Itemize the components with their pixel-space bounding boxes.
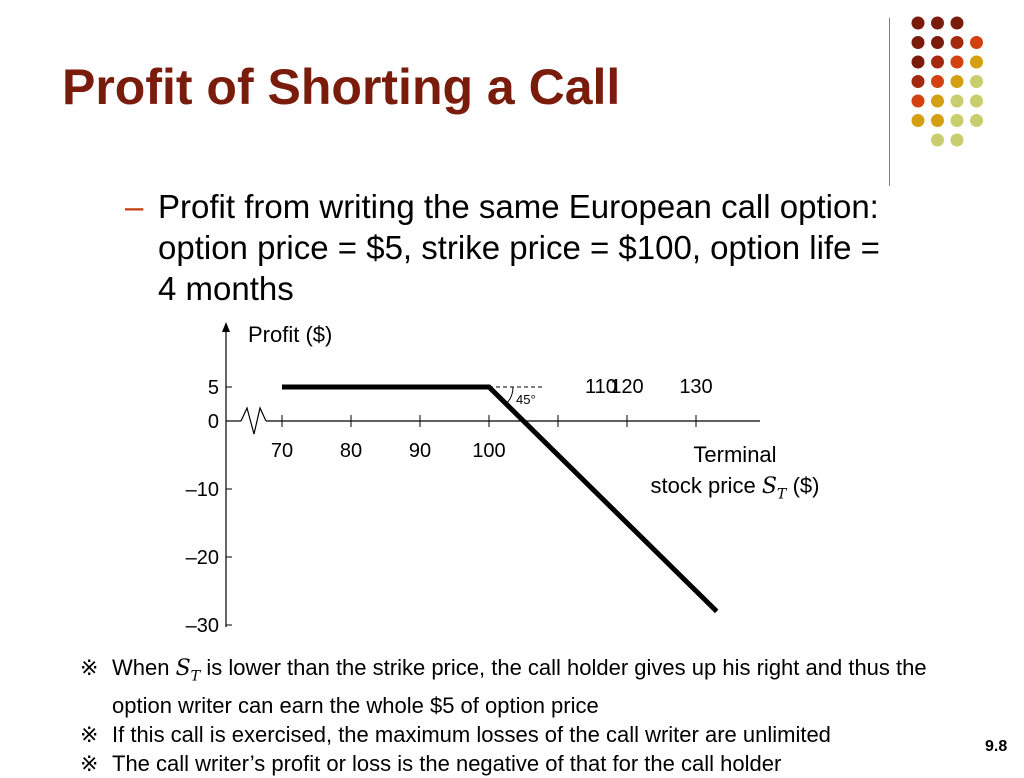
- y-ticks: 5 0 –10 –20 –30: [186, 377, 232, 637]
- x-tick-label: 120: [610, 376, 643, 398]
- x-axis-symbol: ST: [761, 474, 787, 503]
- note-text: If this call is exercised, the maximum l…: [112, 722, 831, 748]
- decorative-dot: [950, 36, 964, 49]
- decorative-dot: [931, 55, 944, 69]
- note-text: The call writer’s profit or loss is the …: [112, 751, 782, 777]
- y-axis-arrow: [222, 322, 230, 332]
- x-axis-label-line1: Terminal: [693, 442, 777, 467]
- decorative-dot: [950, 133, 964, 147]
- decorative-dot: [931, 16, 944, 30]
- x-axis-label-unit: ($): [792, 473, 820, 498]
- note-item: ※ When ST is lower than the strike price,…: [80, 653, 980, 720]
- x-axis-label: Terminal stock price ST ($): [620, 439, 850, 510]
- decorative-dot: [970, 114, 983, 127]
- decorative-dot: [911, 55, 925, 69]
- header-divider: [889, 18, 890, 186]
- y-tick-label: 0: [208, 411, 219, 433]
- x-tick-label: 90: [409, 440, 431, 462]
- y-tick-label: –10: [186, 479, 219, 501]
- x-axis-symbol-sub: T: [776, 486, 787, 503]
- x-tick-label: 100: [472, 440, 505, 462]
- decorative-dot: [911, 114, 925, 127]
- decorative-dot: [950, 55, 964, 69]
- angle-annotation: 45°: [489, 386, 543, 407]
- y-tick-label: 5: [208, 377, 219, 399]
- note-text-after: is lower than the strike price, the call…: [112, 655, 927, 719]
- decorative-dot: [970, 55, 983, 69]
- decorative-dot: [970, 75, 983, 88]
- x-tick-label: 70: [271, 440, 293, 462]
- x-tick-label: 80: [340, 440, 362, 462]
- decorative-dot-grid: [911, 16, 983, 147]
- note-symbol-sub: T: [190, 668, 201, 685]
- angle-arc: [505, 386, 514, 405]
- decorative-dot: [931, 114, 944, 127]
- note-text-before: When: [112, 655, 176, 680]
- decorative-dot: [931, 36, 944, 49]
- decorative-dot: [950, 114, 964, 127]
- angle-label: 45°: [516, 392, 536, 407]
- decorative-dot: [911, 16, 925, 30]
- note-mark: ※: [80, 722, 99, 748]
- decorative-dot: [950, 94, 964, 108]
- x-tick-label: 110: [585, 376, 617, 398]
- decorative-dot: [970, 94, 983, 108]
- note-symbol-letter: S: [175, 656, 191, 681]
- y-tick-label: –20: [186, 547, 219, 569]
- x-axis-symbol-letter: S: [761, 474, 777, 499]
- x-axis-label-line2: stock price ST ($): [620, 470, 850, 510]
- axis-break-zigzag: [240, 406, 267, 435]
- decorative-dot: [911, 36, 925, 49]
- slide-title: Profit of Shorting a Call: [62, 59, 621, 115]
- bullet-text: Profit from writing the same European ca…: [158, 188, 880, 307]
- note-mark: ※: [80, 751, 99, 777]
- decorative-dot: [950, 16, 964, 30]
- decorative-dot: [931, 133, 944, 147]
- note-item: ※ The call writer’s profit or loss is the…: [80, 749, 980, 778]
- chart-axes: [222, 322, 760, 627]
- y-tick-label: –30: [186, 615, 219, 637]
- note-item: ※ If this call is exercised, the maximum …: [80, 720, 980, 749]
- note-mark: ※: [80, 655, 99, 680]
- bullet-dash: –: [125, 188, 144, 225]
- decorative-dot: [950, 75, 964, 88]
- x-tick-label: 130: [679, 376, 712, 398]
- decorative-dot: [931, 75, 944, 88]
- x-axis-label-prefix: stock price: [650, 473, 756, 498]
- y-axis-label: Profit ($): [248, 322, 332, 347]
- slide-number: 9.8: [985, 738, 1008, 755]
- decorative-dot: [911, 94, 925, 108]
- decorative-dot: [970, 36, 983, 49]
- notes-list: ※ When ST is lower than the strike price,…: [80, 653, 980, 778]
- decorative-dot: [931, 94, 944, 108]
- note-symbol: ST: [175, 656, 201, 685]
- decorative-dot: [911, 75, 925, 88]
